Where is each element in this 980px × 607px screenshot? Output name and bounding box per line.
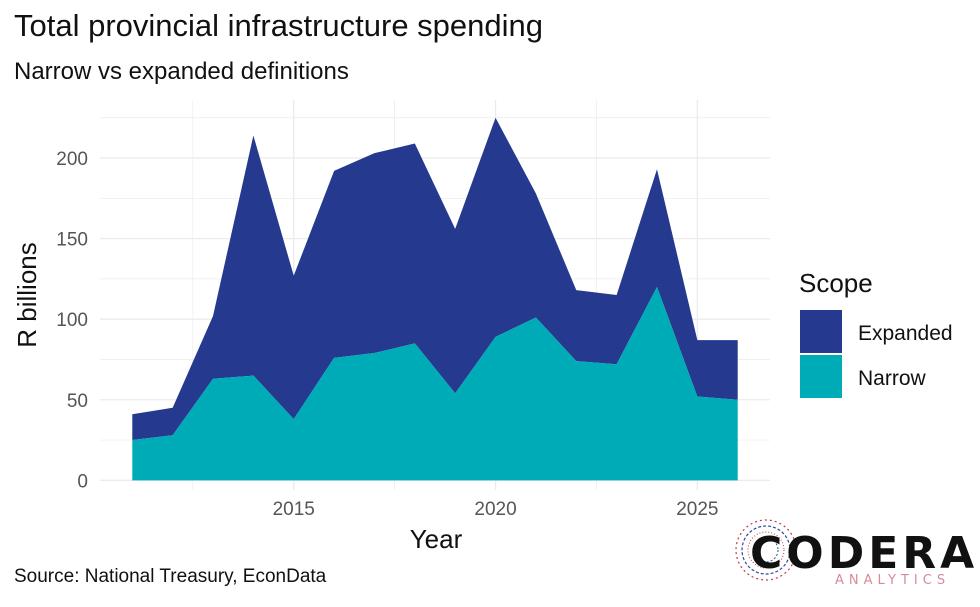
chart-title: Total provincial infrastructure spending xyxy=(14,8,543,43)
chart-subtitle: Narrow vs expanded definitions xyxy=(14,58,349,85)
legend-swatch-narrow xyxy=(800,355,842,398)
codera-logo: CODERA ANALYTICS xyxy=(735,519,978,588)
legend-label-narrow: Narrow xyxy=(858,367,927,390)
legend-swatch-expanded xyxy=(800,310,842,353)
area-expanded xyxy=(132,117,738,441)
y-tick-label: 50 xyxy=(67,391,88,412)
x-axis-title: Year xyxy=(410,524,463,554)
area-narrow xyxy=(132,286,738,481)
x-tick-label: 2025 xyxy=(676,499,718,520)
y-tick-label: 0 xyxy=(77,471,88,492)
y-axis-title: R billions xyxy=(12,242,42,348)
logo-tagline: ANALYTICS xyxy=(835,573,950,588)
x-tick-labels: 2015 2020 2025 xyxy=(273,499,719,520)
legend-label-expanded: Expanded xyxy=(858,322,953,345)
logo-swirl-icon xyxy=(735,519,797,581)
legend: Scope Expanded Narrow xyxy=(799,268,953,398)
y-tick-label: 100 xyxy=(56,310,88,331)
area-layers xyxy=(132,117,738,481)
x-tick-label: 2015 xyxy=(273,499,315,520)
legend-title: Scope xyxy=(799,268,873,298)
chart-caption: Source: National Treasury, EconData xyxy=(14,566,327,587)
x-tick-label: 2020 xyxy=(474,499,516,520)
y-tick-label: 150 xyxy=(56,230,88,251)
y-tick-labels: 0 50 100 150 200 xyxy=(56,149,88,492)
y-tick-label: 200 xyxy=(56,149,88,170)
logo-wordmark: CODERA xyxy=(750,528,978,579)
